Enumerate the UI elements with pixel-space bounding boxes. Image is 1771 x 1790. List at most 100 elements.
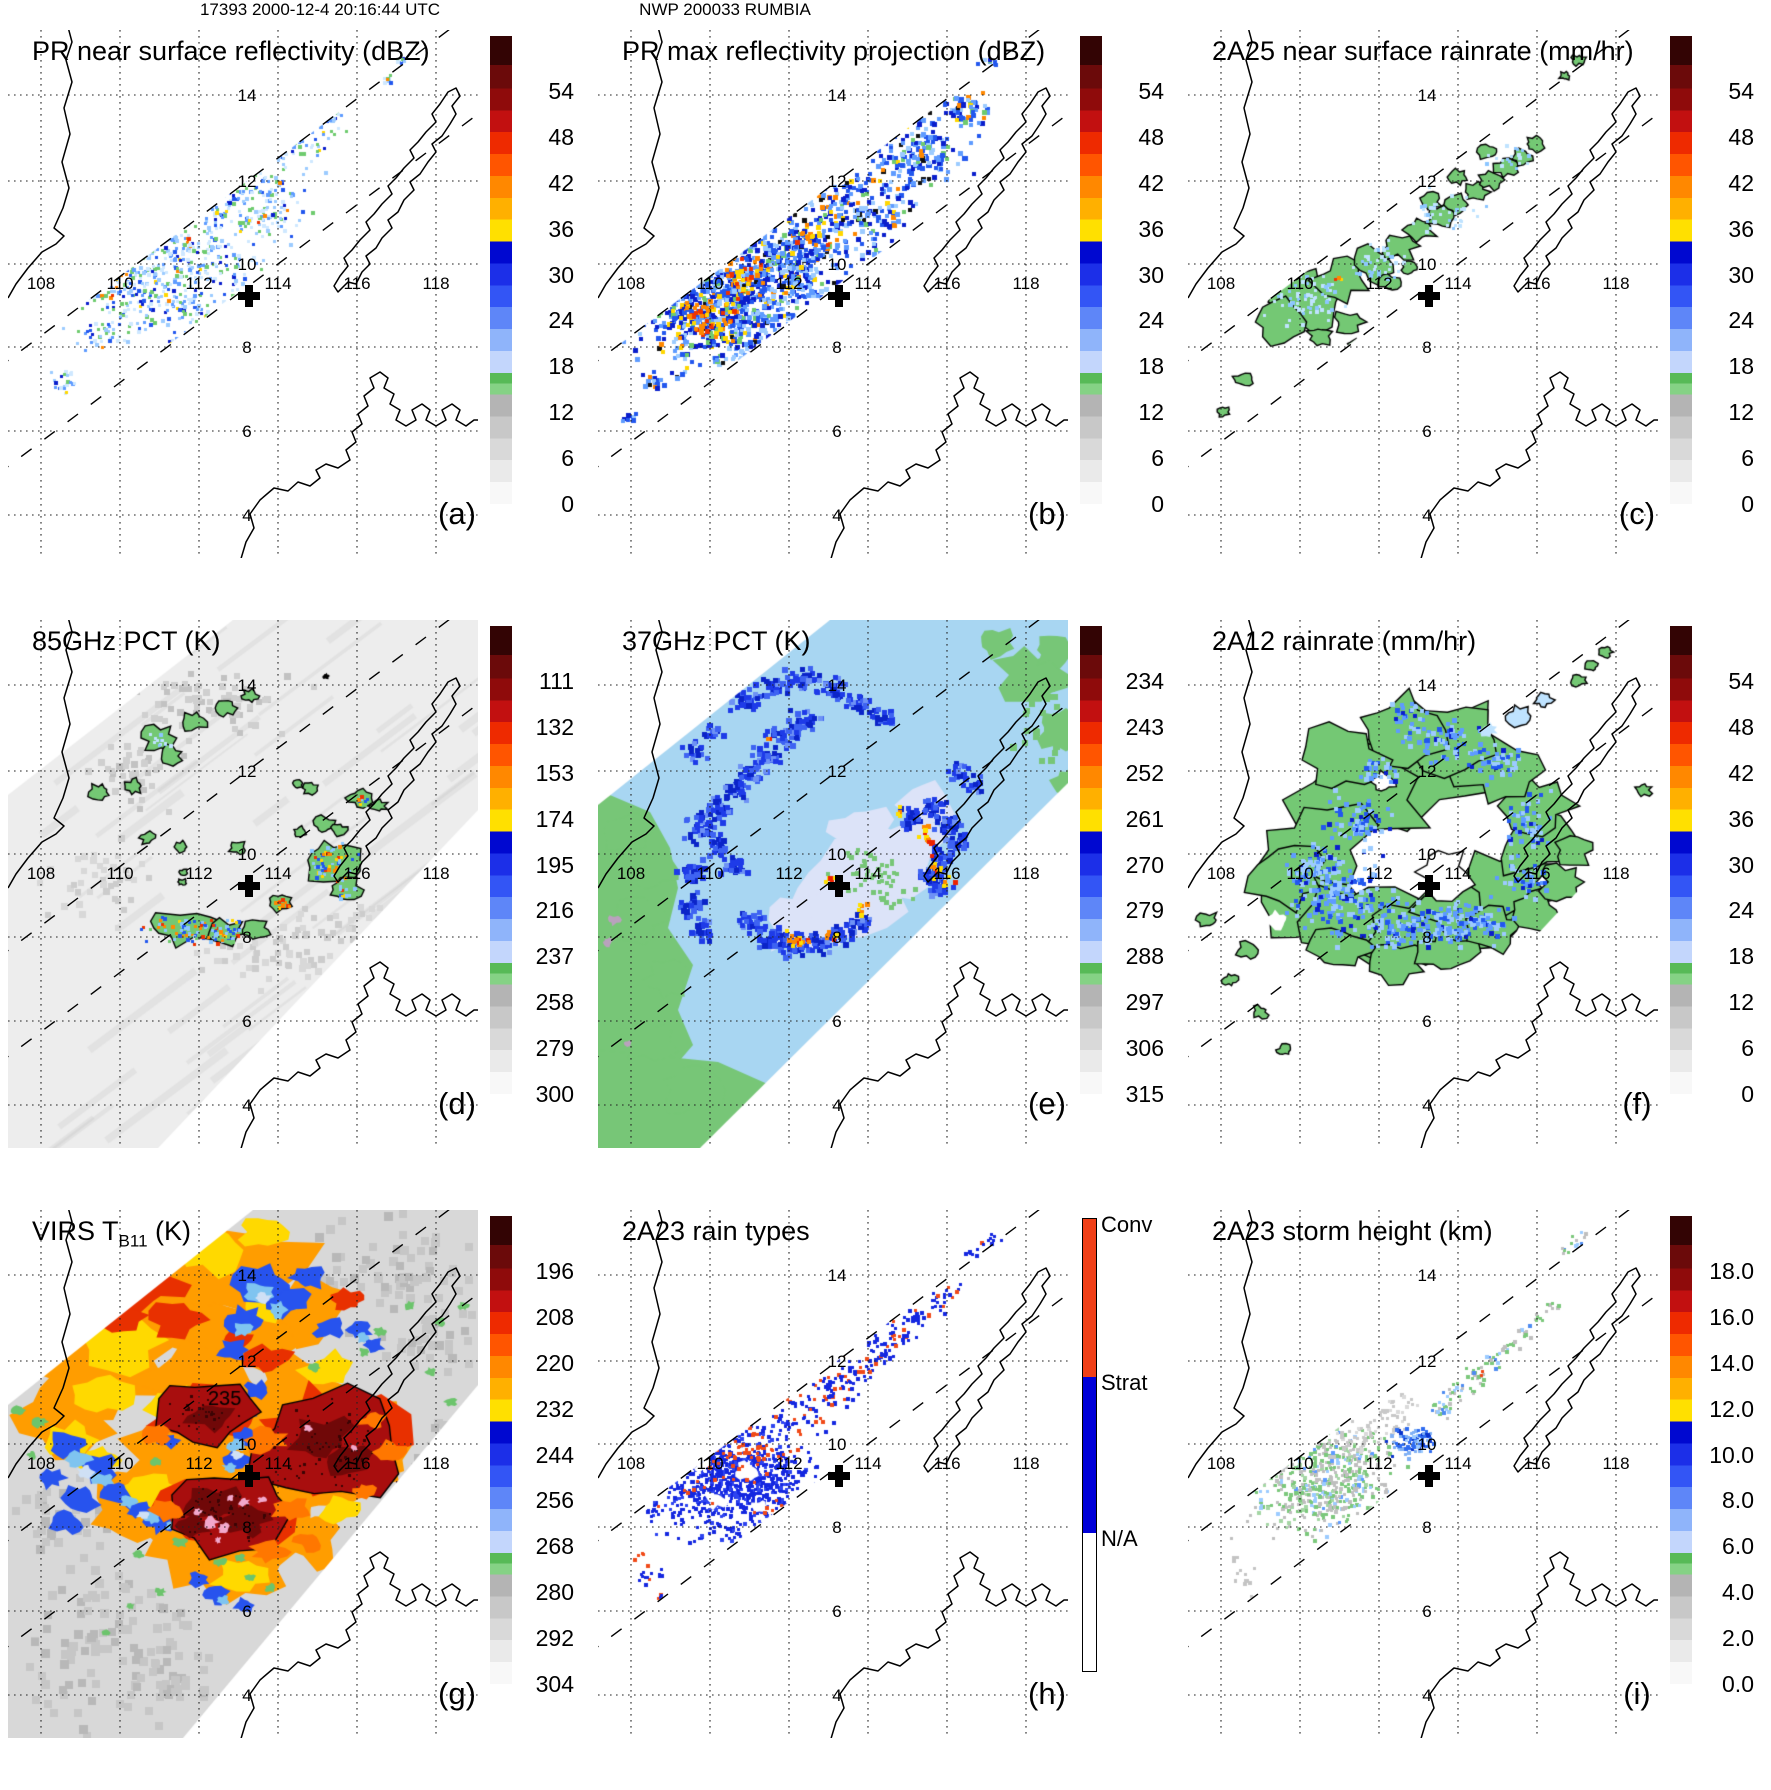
colorbar-tick-label: 24 <box>1138 307 1164 334</box>
colorbar-tick-label: 174 <box>535 805 574 832</box>
latitude-label: 14 <box>238 676 257 695</box>
longitude-label: 114 <box>1444 1454 1471 1473</box>
panel-title: 2A23 storm height (km) <box>1212 1216 1493 1251</box>
latitude-label: 8 <box>832 338 841 357</box>
colorbar-tick-label: 234 <box>1125 668 1164 695</box>
panel-letter: (i) <box>1623 1676 1651 1711</box>
colorbar-tick-label: 6 <box>1741 445 1754 472</box>
latitude-label: 4 <box>832 506 841 525</box>
raintype-label: Conv <box>1101 1212 1153 1237</box>
colorbar-tick-label: 300 <box>535 1081 574 1107</box>
storm-center-cross <box>1418 285 1440 307</box>
colorbar-tick-label: 0 <box>1151 491 1164 517</box>
colorbar-tick-label: 270 <box>1125 851 1164 878</box>
coastline <box>240 1551 478 1738</box>
colorbar-tick-label: 36 <box>1138 215 1164 242</box>
latitude-label: 12 <box>238 762 257 781</box>
colorbar-tick-label: 6 <box>1151 445 1164 472</box>
longitude-label: 110 <box>696 274 723 293</box>
colorbar-tick-label: 6 <box>561 445 574 472</box>
colorbar-tick-label: 256 <box>535 1487 574 1514</box>
latitude-label: 6 <box>1422 1012 1431 1031</box>
latitude-label: 4 <box>832 1686 841 1705</box>
storm-center-cross <box>238 285 260 307</box>
panel-title: 37GHz PCT (K) <box>622 626 811 661</box>
colorbar-tick-label: 54 <box>548 78 574 105</box>
longitude-label: 112 <box>185 864 212 883</box>
longitude-label: 110 <box>696 1454 723 1473</box>
colorbar-tick-label: 0 <box>1741 491 1754 517</box>
colorbar-tick-label: 30 <box>548 261 574 288</box>
latitude-label: 12 <box>1418 172 1437 191</box>
swath-edge-dashed-line <box>8 620 450 952</box>
latitude-label: 8 <box>832 1518 841 1537</box>
panel-title-text: 2A23 storm height (km) <box>1212 1216 1493 1246</box>
longitude-label: 108 <box>27 274 55 293</box>
colorbar-tick-label: 306 <box>1125 1035 1164 1062</box>
panel-letter: (e) <box>1028 1086 1066 1121</box>
colorbar-tick-label: 315 <box>1125 1081 1164 1107</box>
panel-title-text: 2A23 rain types <box>622 1216 810 1246</box>
colorbar-tick-label: 42 <box>1138 169 1164 196</box>
panel-a: 108 110 112 114 116 118 14 12 10 8 6 4 PR near surf… <box>8 30 598 610</box>
longitude-label: 118 <box>422 274 449 293</box>
colorbar-tick-label: 258 <box>535 989 574 1016</box>
colorbar-tick-label: 18.0 <box>1709 1258 1754 1285</box>
swath-edge-dashed-line <box>598 620 1040 952</box>
colorbar-tick-label: 196 <box>535 1258 574 1285</box>
coastline <box>923 677 1051 883</box>
colorbar-tick-label: 243 <box>1125 713 1164 740</box>
coastline <box>333 1267 461 1473</box>
panel-letter: (f) <box>1622 1086 1652 1121</box>
longitude-label: 116 <box>933 1454 960 1473</box>
panel-h: 108 110 112 114 116 118 14 12 10 8 6 4 2A23 rain ty… <box>598 1210 1188 1790</box>
storm-center-cross <box>238 1465 260 1487</box>
colorbar-tick-label: 8.0 <box>1722 1487 1754 1514</box>
latitude-label: 14 <box>1418 86 1437 105</box>
latitude-label: 10 <box>828 845 847 864</box>
panel-title: 2A12 rainrate (mm/hr) <box>1212 626 1476 661</box>
colorbar-tick-label: 208 <box>535 1303 574 1330</box>
longitude-label: 110 <box>1286 864 1313 883</box>
colorbar-tick-label: 18 <box>1138 353 1164 380</box>
latitude-label: 6 <box>242 1012 251 1031</box>
longitude-label: 112 <box>1365 274 1392 293</box>
coastline <box>1513 1267 1641 1473</box>
colorbar-tick-label: 18 <box>548 353 574 380</box>
latitude-label: 10 <box>828 1435 847 1454</box>
colorbar <box>1670 36 1692 504</box>
panel-letter: (a) <box>438 496 476 531</box>
longitude-label: 116 <box>933 864 960 883</box>
latitude-label: 4 <box>832 1096 841 1115</box>
colorbar <box>1080 36 1102 504</box>
longitude-label: 114 <box>264 1454 291 1473</box>
longitude-label: 112 <box>775 274 802 293</box>
raintype-segment <box>1083 1377 1096 1534</box>
longitude-label: 118 <box>1012 274 1039 293</box>
panel-title: VIRS TB11 (K) <box>32 1216 191 1251</box>
colorbar <box>490 1216 512 1684</box>
colorbar-tick-label: 288 <box>1125 943 1164 970</box>
longitude-label: 118 <box>1602 864 1629 883</box>
latitude-label: 4 <box>242 1686 251 1705</box>
colorbar-tick-label: 232 <box>535 1395 574 1422</box>
colorbar-tick-label: 292 <box>535 1625 574 1652</box>
colorbar-tick-label: 30 <box>1728 851 1754 878</box>
panel-title-sub: B11 <box>118 1231 148 1251</box>
latitude-label: 6 <box>242 422 251 441</box>
longitude-label: 116 <box>343 864 370 883</box>
latitude-label: 4 <box>1422 1686 1431 1705</box>
colorbar-tick-label: 18 <box>1728 353 1754 380</box>
latitude-label: 8 <box>1422 928 1431 947</box>
colorbar-tick-label: 36 <box>548 215 574 242</box>
longitude-label: 108 <box>617 1454 645 1473</box>
colorbar-tick-label: 111 <box>539 668 574 695</box>
coastline <box>333 677 461 883</box>
colorbar-tick-label: 220 <box>535 1349 574 1376</box>
colorbar-tick-label: 237 <box>535 943 574 970</box>
colorbar-tick-label: 0 <box>561 491 574 517</box>
longitude-label: 108 <box>1207 864 1235 883</box>
panel-title-text: PR max reflectivity projection (dBZ) <box>622 36 1046 66</box>
